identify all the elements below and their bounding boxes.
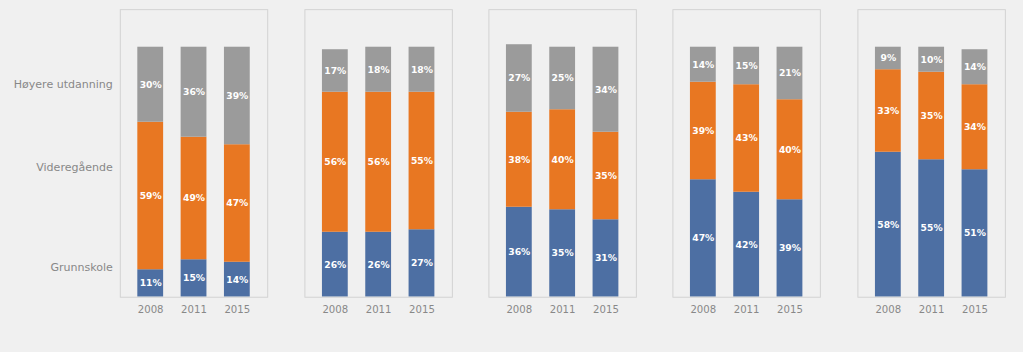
svg-text:36%: 36% — [508, 246, 530, 257]
svg-text:Videregående: Videregående — [36, 161, 113, 174]
svg-text:59%: 59% — [140, 190, 162, 201]
svg-text:Høyere utdanning: Høyere utdanning — [14, 78, 113, 91]
svg-text:2011: 2011 — [918, 304, 944, 315]
svg-text:Grunnskole: Grunnskole — [50, 261, 113, 274]
svg-text:39%: 39% — [226, 90, 248, 101]
svg-text:36%: 36% — [183, 86, 205, 97]
svg-text:2008: 2008 — [506, 304, 532, 315]
svg-text:21%: 21% — [779, 67, 801, 78]
svg-text:9%: 9% — [880, 52, 896, 63]
svg-text:47%: 47% — [693, 232, 715, 243]
svg-text:43%: 43% — [736, 132, 758, 143]
svg-text:55%: 55% — [920, 222, 942, 233]
svg-text:2011: 2011 — [181, 304, 207, 315]
svg-text:2008: 2008 — [138, 304, 164, 315]
svg-text:26%: 26% — [367, 259, 389, 270]
svg-text:39%: 39% — [693, 125, 715, 136]
svg-text:40%: 40% — [552, 154, 574, 165]
svg-text:11%: 11% — [140, 277, 162, 288]
svg-text:15%: 15% — [736, 60, 758, 71]
svg-text:18%: 18% — [367, 64, 389, 75]
svg-text:2015: 2015 — [224, 304, 250, 315]
svg-text:34%: 34% — [964, 121, 986, 132]
svg-text:2015: 2015 — [962, 304, 988, 315]
svg-text:14%: 14% — [693, 59, 715, 70]
svg-text:2015: 2015 — [409, 304, 435, 315]
svg-text:26%: 26% — [324, 259, 346, 270]
svg-text:39%: 39% — [779, 242, 801, 253]
svg-text:58%: 58% — [877, 219, 899, 230]
svg-text:2008: 2008 — [322, 304, 348, 315]
svg-text:18%: 18% — [411, 64, 433, 75]
svg-text:30%: 30% — [140, 79, 162, 90]
svg-text:56%: 56% — [324, 156, 346, 167]
svg-text:2015: 2015 — [777, 304, 803, 315]
svg-text:35%: 35% — [595, 170, 617, 181]
svg-text:2011: 2011 — [734, 304, 760, 315]
svg-text:51%: 51% — [964, 227, 986, 238]
svg-text:10%: 10% — [920, 54, 942, 65]
svg-text:2008: 2008 — [875, 304, 901, 315]
svg-text:33%: 33% — [877, 105, 899, 116]
svg-text:2011: 2011 — [550, 304, 576, 315]
svg-text:14%: 14% — [226, 274, 248, 285]
svg-text:34%: 34% — [595, 84, 617, 95]
svg-text:35%: 35% — [552, 247, 574, 258]
svg-text:2015: 2015 — [593, 304, 619, 315]
svg-text:56%: 56% — [367, 156, 389, 167]
svg-text:17%: 17% — [324, 65, 346, 76]
svg-text:14%: 14% — [964, 61, 986, 72]
svg-text:35%: 35% — [920, 110, 942, 121]
svg-text:40%: 40% — [779, 144, 801, 155]
svg-text:47%: 47% — [226, 197, 248, 208]
svg-text:55%: 55% — [411, 155, 433, 166]
svg-text:25%: 25% — [552, 72, 574, 83]
svg-text:27%: 27% — [411, 257, 433, 268]
svg-text:31%: 31% — [595, 252, 617, 263]
svg-text:27%: 27% — [508, 72, 530, 83]
svg-text:38%: 38% — [508, 154, 530, 165]
svg-text:49%: 49% — [183, 192, 205, 203]
svg-text:42%: 42% — [736, 239, 758, 250]
svg-text:2008: 2008 — [691, 304, 717, 315]
svg-text:2011: 2011 — [365, 304, 391, 315]
svg-text:15%: 15% — [183, 272, 205, 283]
